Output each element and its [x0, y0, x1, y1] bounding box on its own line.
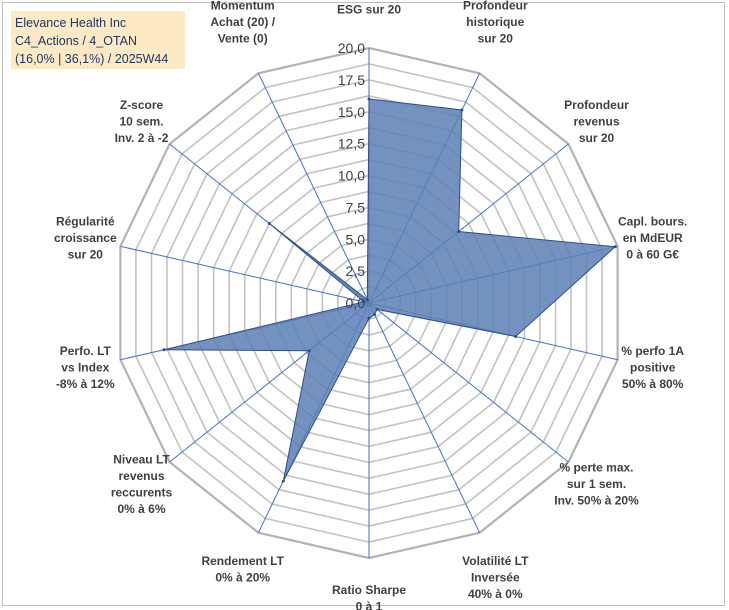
chart-title-line-2: C4_Actions / 4_OTAN [15, 34, 138, 48]
category-label: Achat (20) / [210, 15, 275, 29]
category-label: Perfo. LT [60, 344, 112, 358]
category-label: 40% à 0% [468, 587, 523, 601]
category-label: Profondeur [564, 98, 629, 112]
category-label: Volatilité LT [462, 554, 529, 568]
category-label: Ratio Sharpe [332, 583, 406, 597]
radar-series [162, 97, 617, 483]
series-point [362, 300, 366, 304]
tick-label: 7,5 [346, 199, 366, 215]
category-label: ESG sur 20 [337, 3, 401, 17]
category-label: Rendement LT [201, 554, 284, 568]
axis-spoke [257, 73, 370, 304]
category-label: Profondeur [463, 0, 528, 12]
series-point [460, 108, 464, 112]
chart-title-line-1: Elevance Health Inc [15, 16, 127, 30]
tick-label: 12,5 [338, 136, 365, 152]
category-label: Niveau LT [113, 452, 170, 466]
series-point [373, 313, 376, 316]
category-label: Régularité [56, 215, 115, 229]
category-label: vs Index [61, 361, 109, 375]
tick-label: 10,0 [338, 168, 365, 184]
category-label: Momentum [211, 0, 275, 12]
category-label: revenus [573, 114, 619, 128]
category-label: Inversée [471, 571, 520, 585]
category-label: sur 20 [579, 131, 615, 145]
category-label: 0% à 6% [117, 502, 165, 516]
tick-label: 0,0 [346, 295, 366, 311]
series-point [375, 307, 379, 311]
tick-label: 15,0 [338, 104, 365, 120]
tick-label: 17,5 [338, 72, 365, 88]
series-area [163, 98, 617, 482]
series-point [281, 479, 285, 483]
series-point [365, 298, 369, 302]
chart-title-box: Elevance Health Inc C4_Actions / 4_OTAN … [11, 11, 185, 69]
category-label: Capl. bours. [618, 215, 687, 229]
category-label: sur 20 [68, 248, 104, 262]
category-label: % perfo 1A [621, 344, 684, 358]
category-label: Inv. 2 à -2 [115, 131, 169, 145]
axis-spoke [368, 302, 481, 533]
series-point [367, 316, 371, 320]
category-label: croissance [54, 231, 117, 245]
series-point [457, 230, 461, 233]
series-point [613, 245, 617, 249]
category-label: Vente (0) [218, 31, 268, 45]
category-label: reccurents [111, 485, 173, 499]
category-label: positive [630, 361, 676, 375]
series-point [267, 222, 271, 225]
category-label: historique [466, 15, 524, 29]
tick-label: 20,0 [338, 40, 365, 56]
category-label: Z-score [120, 98, 164, 112]
axis-spoke [368, 302, 569, 463]
category-label: 0% à 20% [215, 571, 270, 585]
series-point [367, 97, 371, 101]
axis-spoke [120, 245, 370, 304]
category-label: revenus [118, 469, 164, 483]
category-label: sur 20 [478, 31, 514, 45]
category-label: en MdEUR [623, 231, 683, 245]
category-label: % perte max. [559, 461, 633, 475]
radar-tick-labels: 0,0 2,5 5,0 7,5 10,0 12,5 15,0 17,5 20,0 [338, 40, 365, 311]
category-label: 50% à 80% [622, 377, 684, 391]
tick-label: 2,5 [346, 263, 366, 279]
series-point [162, 348, 166, 352]
category-label: -8% à 12% [56, 377, 115, 391]
chart-title-line-3: (16,0% | 36,1%) / 2025W44 [15, 52, 169, 66]
category-label: 0 à 60 G€ [626, 248, 679, 262]
category-label: 10 sem. [119, 114, 163, 128]
series-point [307, 349, 311, 353]
tick-label: 5,0 [346, 231, 366, 247]
series-point [514, 335, 518, 338]
category-label: 0 à 1 [356, 600, 383, 610]
category-label: Inv. 50% à 20% [554, 494, 639, 508]
category-label: sur 1 sem. [567, 477, 626, 491]
